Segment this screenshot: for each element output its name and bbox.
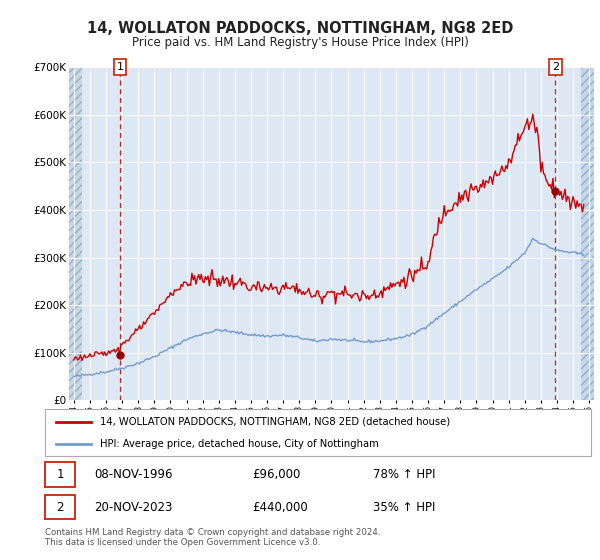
Bar <box>581 67 594 400</box>
Text: 20-NOV-2023: 20-NOV-2023 <box>94 501 173 514</box>
Bar <box>581 67 594 400</box>
Bar <box>69 67 82 400</box>
Text: 2: 2 <box>552 62 559 72</box>
FancyBboxPatch shape <box>45 495 75 520</box>
Text: 1: 1 <box>116 62 124 72</box>
Text: 2: 2 <box>56 501 64 514</box>
Text: 78% ↑ HPI: 78% ↑ HPI <box>373 468 435 481</box>
Text: 35% ↑ HPI: 35% ↑ HPI <box>373 501 435 514</box>
Text: 08-NOV-1996: 08-NOV-1996 <box>94 468 173 481</box>
Text: £96,000: £96,000 <box>253 468 301 481</box>
Text: 14, WOLLATON PADDOCKS, NOTTINGHAM, NG8 2ED: 14, WOLLATON PADDOCKS, NOTTINGHAM, NG8 2… <box>87 21 513 36</box>
Text: HPI: Average price, detached house, City of Nottingham: HPI: Average price, detached house, City… <box>100 438 379 449</box>
FancyBboxPatch shape <box>45 409 591 456</box>
Text: 14, WOLLATON PADDOCKS, NOTTINGHAM, NG8 2ED (detached house): 14, WOLLATON PADDOCKS, NOTTINGHAM, NG8 2… <box>100 417 450 427</box>
FancyBboxPatch shape <box>45 462 75 487</box>
Bar <box>69 67 82 400</box>
Text: Price paid vs. HM Land Registry's House Price Index (HPI): Price paid vs. HM Land Registry's House … <box>131 36 469 49</box>
Text: £440,000: £440,000 <box>253 501 308 514</box>
Text: Contains HM Land Registry data © Crown copyright and database right 2024.
This d: Contains HM Land Registry data © Crown c… <box>45 528 380 547</box>
Text: 1: 1 <box>56 468 64 481</box>
